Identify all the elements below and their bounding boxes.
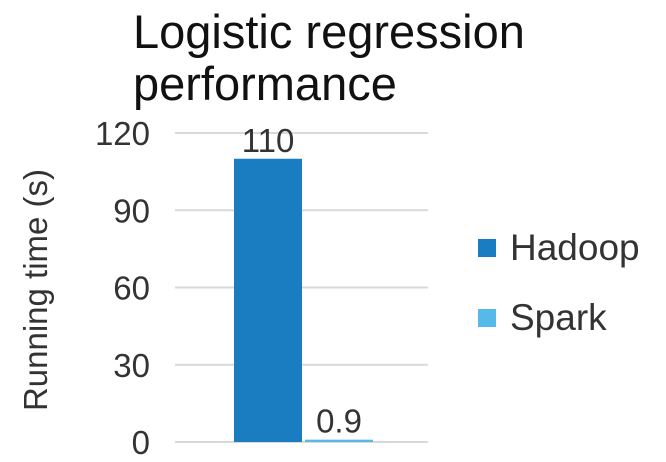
y-tick-label-90: 90 bbox=[113, 192, 150, 229]
legend: Hadoop Spark bbox=[478, 227, 640, 368]
data-label-hadoop: 110 bbox=[242, 122, 295, 159]
y-axis-ticks: 0 30 60 90 120 bbox=[95, 115, 150, 461]
legend-label-spark: Spark bbox=[510, 297, 607, 338]
legend-item-hadoop: Hadoop bbox=[478, 227, 640, 268]
y-axis-label: Running time (s) bbox=[17, 169, 54, 411]
legend-label-hadoop: Hadoop bbox=[510, 227, 640, 268]
bar-spark bbox=[305, 439, 373, 442]
bar-hadoop bbox=[234, 158, 302, 442]
legend-swatch-hadoop bbox=[478, 239, 496, 257]
y-tick-label-120: 120 bbox=[95, 115, 150, 152]
y-tick-label-0: 0 bbox=[132, 424, 150, 461]
chart-title: Logistic regression performance bbox=[133, 6, 653, 110]
chart-title-line-2: performance bbox=[133, 57, 397, 110]
y-tick-label-60: 60 bbox=[113, 270, 150, 307]
data-labels: 110 0.9 bbox=[242, 122, 362, 440]
legend-swatch-spark bbox=[478, 309, 496, 327]
bars bbox=[234, 158, 373, 442]
legend-item-spark: Spark bbox=[478, 297, 640, 338]
chart-title-line-1: Logistic regression bbox=[133, 5, 525, 58]
y-tick-label-30: 30 bbox=[113, 347, 150, 384]
data-label-spark: 0.9 bbox=[316, 403, 362, 440]
